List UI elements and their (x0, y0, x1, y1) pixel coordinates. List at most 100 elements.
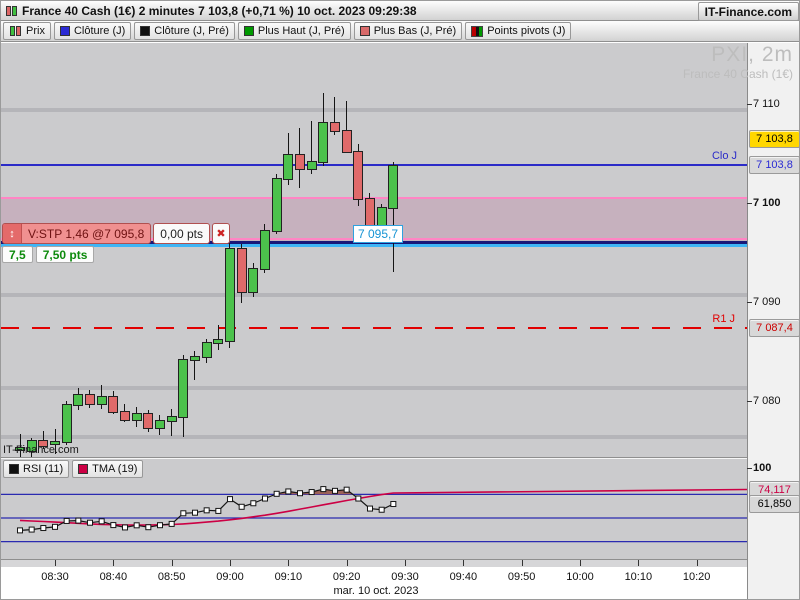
candle-wick (194, 350, 196, 381)
legend-item-5[interactable]: Points pivots (J) (465, 22, 572, 40)
price-label-7090: 7 090 (753, 296, 781, 308)
candle-08:30 (50, 440, 60, 445)
square-icon (243, 26, 254, 36)
candle-08:56 (201, 341, 212, 359)
price-label-7110: 7 110 (753, 98, 780, 110)
square-icon (140, 26, 151, 36)
legend-bar: Prix Clôture (J) Clôture (J, Pré) Plus Haut… (1, 21, 799, 42)
rsi-legend-item-1[interactable]: TMA (19) (72, 460, 144, 478)
level-line-cloture-j[interactable] (1, 164, 747, 167)
legend-label: Clôture (J) (73, 25, 126, 37)
time-tick (55, 560, 56, 566)
candle-wick (42, 430, 44, 449)
candle-08:32 (61, 403, 72, 443)
candle-08:50 (166, 415, 177, 422)
time-tick (171, 560, 173, 566)
time-label-08:40: 08:40 (99, 571, 128, 583)
price-tick (747, 401, 752, 402)
time-tick (579, 560, 581, 566)
close-order-icon[interactable]: ✖ (211, 223, 230, 244)
candle-08:54 (189, 356, 200, 362)
price-label-7080: 7 080 (753, 395, 781, 407)
pivot-zone-line (1, 107, 747, 112)
candle-08:38 (96, 396, 107, 405)
time-label-08:30: 08:30 (41, 571, 69, 583)
square-icon (59, 26, 70, 36)
legend-label: Plus Haut (J, Pré) (257, 25, 345, 37)
price-badge-1[interactable]: 7 103,8 (749, 156, 799, 175)
legend-item-3[interactable]: Plus Haut (J, Pré) (237, 22, 351, 40)
panel-separator[interactable] (1, 457, 747, 459)
brand-button[interactable]: IT-Finance.com (697, 2, 799, 21)
stop-order-row: ↕ V:STP 1,46 @7 095,8 0,00 pts ✖ (2, 223, 230, 244)
gain-value-badge: 7,5 (2, 246, 33, 263)
candle-09:14 (306, 161, 317, 171)
candle-pair-icon (9, 25, 22, 37)
legend-item-1[interactable]: Clôture (J) (53, 22, 132, 40)
instrument-candle-icon (5, 5, 18, 17)
candle-08:28 (38, 439, 49, 447)
rsi-plot (1, 486, 747, 543)
price-tick (747, 203, 752, 204)
price-chart-area[interactable] (1, 43, 747, 457)
time-label-09:10: 09:10 (274, 571, 303, 583)
candle-wick (19, 433, 21, 457)
candle-09:12 (294, 154, 305, 171)
pivot-zone-line (1, 386, 747, 391)
candle-09:16 (318, 121, 329, 164)
date-label: mar. 10 oct. 2023 (333, 585, 419, 597)
candle-wick (334, 97, 336, 135)
time-tick (638, 560, 640, 566)
pivot-zone-line (1, 434, 747, 439)
legend-item-2[interactable]: Clôture (J, Pré) (134, 22, 235, 40)
instrument-title: France 40 Cash (1€) 2 minutes 7 103,8 (+… (22, 3, 417, 18)
time-tick (229, 560, 231, 566)
rsi-badge-1[interactable]: 61,850 (749, 495, 799, 514)
credit-watermark: IT-Finance.com (3, 444, 79, 456)
square-icon (359, 26, 370, 36)
rsi-legend-item-0[interactable]: RSI (11) (3, 460, 70, 478)
legend-label: Clôture (J, Pré) (154, 25, 229, 37)
time-label-09:00: 09:00 (216, 571, 244, 583)
rsi-legend: RSI (11) TMA (19) (3, 460, 144, 478)
candle-09:06 (259, 229, 270, 271)
drag-order-icon[interactable]: ↕ (3, 224, 22, 243)
level-line-stp-order[interactable] (1, 244, 747, 248)
gain-points-badge: 7,50 pts (35, 246, 95, 263)
time-axis[interactable]: 08:30 08:40 08:50 09:00 09:10 09:20 09:30 09:40… (1, 559, 747, 599)
time-tick (404, 560, 406, 566)
candle-wick (171, 408, 173, 436)
candle-08:34 (73, 394, 84, 406)
candle-09:04 (248, 268, 259, 294)
candle-08:52 (178, 359, 189, 418)
watermark-name: France 40 Cash (1€) (682, 67, 793, 81)
watermark-symbol: PXI, 2m (711, 43, 793, 66)
legend-item-4[interactable]: Plus Bas (J, Pré) (353, 22, 463, 40)
r1-j-label: R1 J (712, 312, 735, 325)
time-tick (346, 560, 348, 566)
time-tick (696, 560, 698, 566)
price-tick (747, 302, 752, 303)
candle-08:26 (26, 439, 37, 453)
price-badge-0[interactable]: 7 103,8 (749, 130, 799, 149)
price-badge-2[interactable]: 7 087,4 (749, 318, 799, 337)
rsi-label-100: 100 (753, 462, 772, 474)
stop-price-label[interactable]: 7 095,7 (353, 225, 404, 243)
time-tick (463, 560, 465, 566)
candle-08:42 (119, 410, 130, 421)
time-label-08:50: 08:50 (157, 571, 186, 583)
legend-label: Points pivots (J) (487, 25, 566, 37)
indicator-label: RSI (11) (23, 463, 64, 475)
stop-order-pill[interactable]: ↕ V:STP 1,46 @7 095,8 (2, 223, 152, 244)
time-label-10:20: 10:20 (682, 571, 711, 583)
candle-08:36 (84, 394, 95, 405)
legend-label: Plus Bas (J, Pré) (373, 25, 457, 37)
level-line-pivot-r1-j[interactable] (1, 326, 747, 329)
indicator-color-icon (78, 464, 89, 474)
candle-09:22 (353, 150, 364, 201)
time-label-09:50: 09:50 (507, 571, 536, 583)
stop-order-label: V:STP 1,46 @7 095,8 (28, 226, 145, 241)
candle-09:02 (236, 247, 247, 294)
legend-item-0[interactable]: Prix (3, 22, 51, 40)
